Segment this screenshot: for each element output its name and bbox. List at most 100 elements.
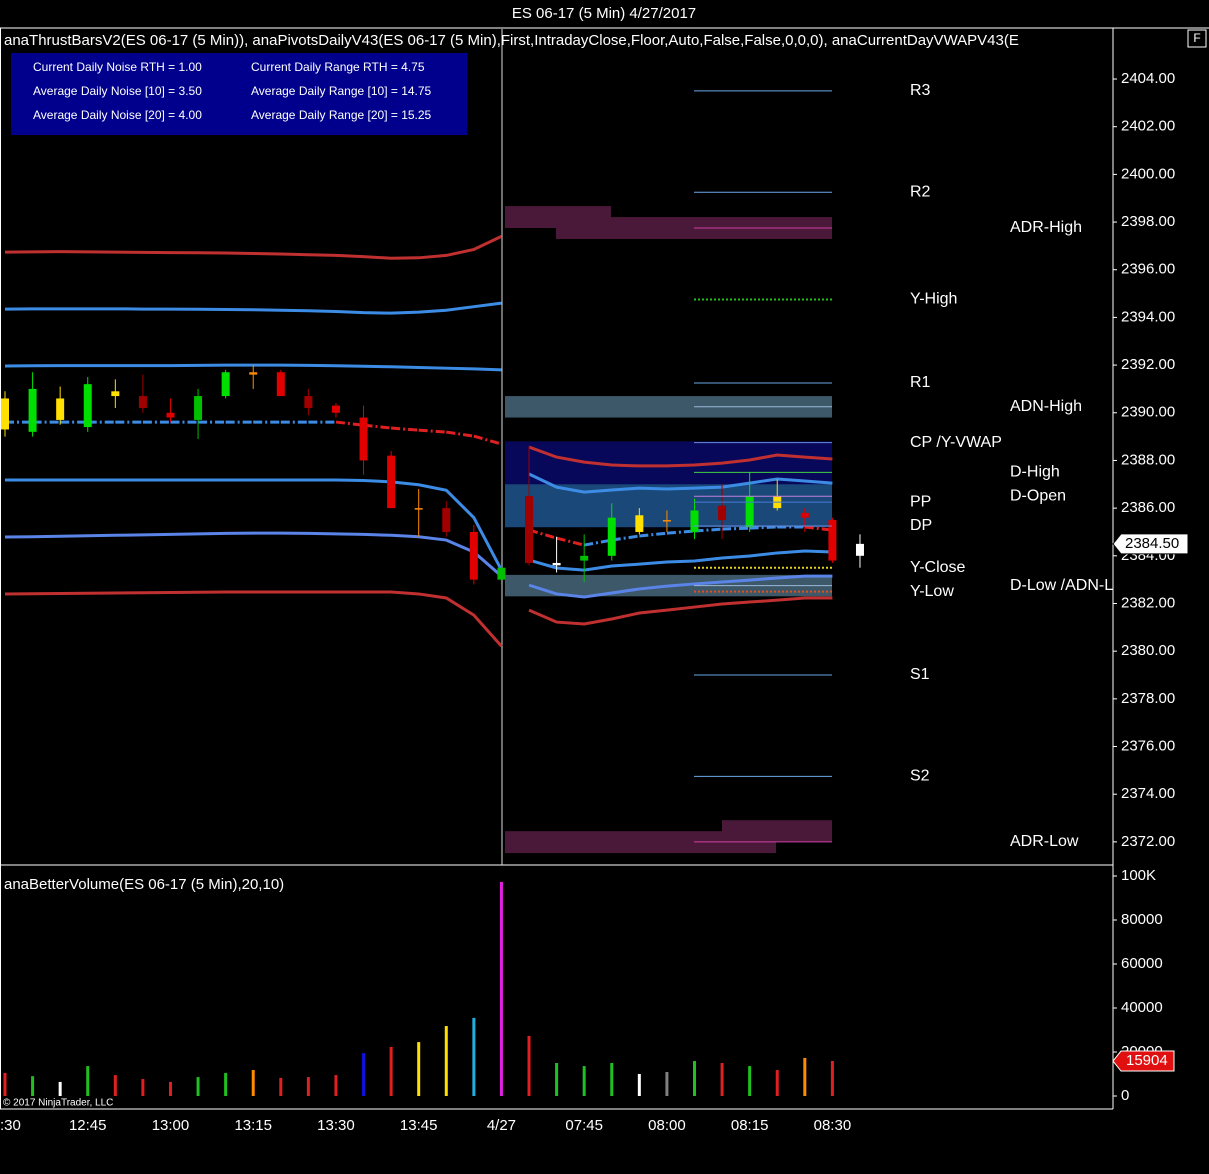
pivot-label: CP /Y-VWAP [910,434,1002,451]
volume-bar [362,1053,366,1096]
indicator-header: anaThrustBarsV2(ES 06-17 (5 Min)), anaPi… [4,32,1019,49]
volume-bar [196,1077,200,1096]
candle-body [690,510,699,532]
candle-body [56,398,65,420]
candle-body [387,455,396,509]
y-tick-label: 2380.00 [1121,642,1175,659]
band-line [528,549,833,572]
volume-bar [444,1026,448,1096]
vwap-segment [528,528,558,540]
pivot-label: S1 [910,666,930,683]
vwap-segment [418,428,447,434]
x-tick-label: 13:45 [400,1117,438,1134]
y-tick-label: 2404.00 [1121,70,1175,87]
pivot-label: Y-Close [910,559,966,576]
volume-title: anaBetterVolume(ES 06-17 (5 Min),20,10) [4,876,284,893]
band-line [4,235,503,260]
volume-bar [803,1057,807,1096]
y-tick-label: 2400.00 [1121,165,1175,182]
volume-bar [251,1070,255,1096]
float-button[interactable] [1187,29,1207,48]
volume-bar [748,1066,752,1096]
vwap-segment [639,531,668,538]
x-tick-label: 13:00 [152,1117,190,1134]
vwap-segment [722,526,750,531]
volume-bar [693,1061,696,1096]
volume-bar [527,1035,531,1096]
info-text: Current Daily Range RTH = 4.75 [251,60,425,74]
pivot-label: ADN-High [1010,398,1082,415]
vwap-segment [473,434,502,446]
pivot-label: DP [910,517,932,534]
pivot-label: ADR-High [1010,219,1082,236]
vwap-segment [749,525,778,530]
y-tick-label: 60000 [1121,955,1163,972]
volume-panel [3,881,834,1096]
candle-body [1,398,9,430]
volume-bar [141,1079,145,1096]
volume-bar [610,1062,614,1096]
candle-body [166,412,175,418]
vwap-segment [583,538,613,547]
volume-bar [499,881,503,1096]
band-line [528,596,833,626]
candle-body [442,508,451,532]
candle-body [828,520,837,561]
last-volume-label: 15904 [1126,1052,1168,1069]
band-line [4,301,502,315]
y-tick-label: 2382.00 [1121,594,1175,611]
volume-bar [168,1081,172,1096]
copyright: © 2017 NinjaTrader, LLC [3,1098,113,1109]
volume-bar [279,1077,283,1096]
info-text: Average Daily Range [10] = 14.75 [251,84,432,98]
y-tick-label: 2374.00 [1121,785,1175,802]
info-text: Average Daily Range [20] = 15.25 [251,108,432,122]
band-line [528,445,833,468]
zone [505,831,776,854]
vwap-segment [391,426,419,432]
candle-body [221,372,230,397]
x-tick-label: 13:30 [317,1117,355,1134]
x-tick-label: 4/27 [487,1117,516,1134]
last-volume-badge [1112,1050,1175,1072]
pivot-label: R3 [910,82,931,99]
volume-bar [31,1076,35,1096]
candle-body [745,496,754,528]
float-button-label[interactable]: F [1193,31,1200,45]
candle-body [855,543,864,556]
vwap-segment [666,529,695,535]
candle-body [304,396,313,408]
volume-bar [637,1073,641,1096]
y-tick-label: 2392.00 [1121,356,1175,373]
volume-bar [113,1075,117,1096]
last-price-label: 2384.50 [1125,535,1179,552]
band-line [4,590,503,648]
vwap-segment [804,525,833,532]
volume-bar [306,1077,310,1096]
candle-body [331,405,340,413]
x-tick-label: 08:00 [648,1117,686,1134]
candle-body [414,508,423,510]
y-tick-label: 2372.00 [1121,833,1175,850]
vwap-segment [335,420,364,427]
pivot-label: R2 [910,183,931,200]
info-text: Average Daily Noise [10] = 3.50 [33,84,202,98]
candle-body [276,372,285,397]
pivot-levels: R3 R2 ADR-High Y-High R1 ADN-High CP /Y-VWAP D-… [694,82,1113,850]
volume-bar [665,1072,669,1096]
y-tick-label: 2386.00 [1121,499,1175,516]
candle-body [497,567,506,580]
candle-body [718,505,727,521]
band-line [528,574,833,599]
y-tick-label: 2396.00 [1121,261,1175,278]
volume-bar [582,1066,586,1096]
y-tick-label: 2398.00 [1121,213,1175,230]
y-tick-label: 80000 [1121,911,1163,928]
candle-body [800,512,809,518]
pivot-label: S2 [910,768,930,785]
vwap-segment [556,536,585,547]
volume-bar [3,1072,7,1096]
indicator-title: anaThrustBarsV2(ES 06-17 (5 Min)), anaPi… [4,32,1019,49]
last-price-badge [1112,533,1189,555]
vwap-segment [694,527,723,533]
